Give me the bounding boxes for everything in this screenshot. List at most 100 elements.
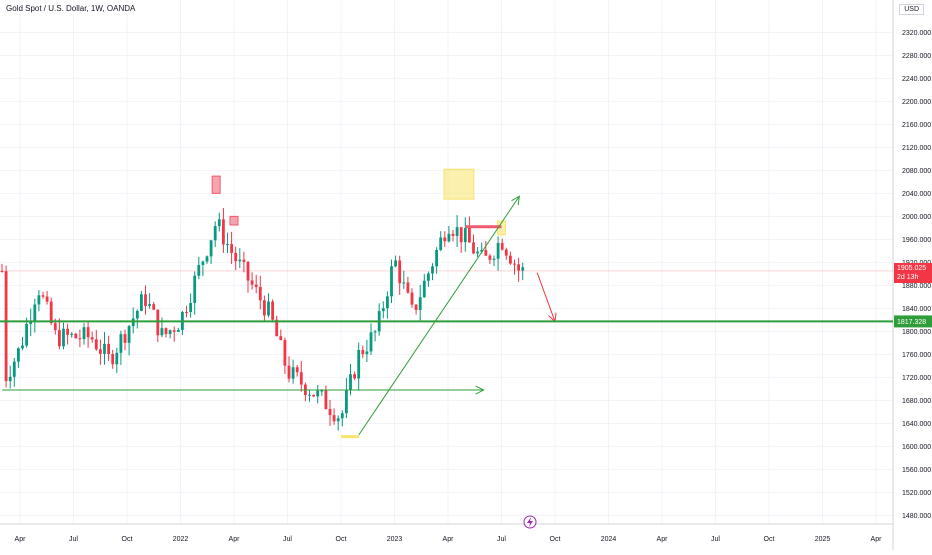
candle-body — [90, 337, 94, 340]
currency-button[interactable]: USD — [899, 4, 924, 15]
candle-body — [279, 336, 283, 340]
y-tick-label: 1520.000 — [902, 490, 931, 497]
candle-body — [205, 256, 209, 262]
candle-body — [53, 323, 57, 331]
candle-body — [402, 282, 406, 284]
candle-body — [521, 267, 525, 271]
candle-body — [299, 372, 303, 385]
candle-body — [66, 328, 69, 335]
candle-body — [33, 304, 37, 321]
candle-body — [45, 296, 49, 302]
candle-body — [111, 353, 115, 365]
y-tick-label: 1880.000 — [902, 283, 931, 290]
candle-body — [74, 333, 78, 339]
candle-body — [291, 367, 295, 379]
candle-body — [451, 233, 455, 236]
support-price-value: 1817.328 — [897, 319, 926, 326]
candle-body — [472, 242, 475, 254]
x-tick-label: 2025 — [815, 536, 831, 543]
candle-body — [443, 237, 447, 242]
candle-body — [17, 348, 20, 362]
y-tick-label: 2280.000 — [902, 53, 931, 60]
candles — [0, 207, 525, 431]
candle-body — [455, 227, 459, 236]
candle-body — [513, 263, 516, 265]
candle-body — [242, 259, 246, 262]
candle-body — [328, 409, 332, 416]
candle-body — [70, 333, 74, 335]
y-tick-label: 2000.000 — [902, 214, 931, 221]
candle-body — [156, 309, 160, 336]
candle-body — [496, 243, 500, 259]
last-price-value: 1905.025 — [897, 265, 926, 272]
candle-body — [336, 418, 340, 422]
x-tick-label: 2022 — [173, 536, 189, 543]
x-tick-label: Oct — [764, 536, 775, 543]
candle-body — [86, 327, 90, 338]
candle-body — [185, 311, 188, 313]
y-tick-label: 2160.000 — [902, 122, 931, 129]
candle-body — [283, 339, 287, 366]
y-tick-label: 1600.000 — [902, 444, 931, 451]
x-tick-label: Apr — [871, 536, 883, 543]
candle-body — [201, 261, 205, 265]
candle-body — [295, 367, 299, 373]
candle-body — [8, 376, 12, 382]
candle-body — [398, 260, 402, 284]
pink-zone-box — [211, 175, 221, 194]
candle-body — [226, 244, 229, 246]
y-tick-label: 2200.000 — [902, 99, 931, 106]
candle-body — [168, 330, 172, 335]
candle-body — [213, 226, 217, 241]
candle-body — [217, 219, 221, 227]
candle-body — [431, 266, 434, 274]
y-tick-label: 1680.000 — [902, 398, 931, 405]
y-tick-label: 1480.000 — [902, 513, 931, 520]
candle-body — [58, 330, 61, 347]
candle-body — [410, 292, 414, 305]
candle-body — [135, 310, 139, 319]
candle-body — [246, 261, 250, 281]
candle-body — [271, 301, 274, 320]
candle-body — [345, 390, 348, 414]
y-tick-label: 1800.000 — [902, 329, 931, 336]
candle-body — [115, 352, 119, 365]
candle-body — [164, 328, 168, 335]
candle-body — [476, 251, 479, 254]
candle-body — [459, 227, 463, 243]
lightning-icon-bolt — [527, 517, 533, 527]
candle-body — [172, 330, 176, 332]
candle-body — [509, 255, 512, 264]
candle-body — [119, 334, 123, 353]
candle-body — [230, 244, 233, 253]
candle-body — [361, 349, 365, 355]
candle-body — [176, 329, 180, 332]
y-tick-label: 2040.000 — [902, 191, 931, 198]
candle-body — [234, 252, 238, 262]
candle-body — [197, 264, 201, 276]
candle-body — [209, 240, 213, 257]
candle-body — [357, 349, 361, 379]
chart-title: Gold Spot / U.S. Dollar, 1W, OANDA — [6, 4, 136, 13]
candle-body — [25, 323, 28, 346]
candle-body — [500, 243, 504, 250]
candle-body — [193, 275, 197, 303]
x-tick-label: Oct — [550, 536, 561, 543]
candle-body — [140, 294, 143, 311]
candle-body — [439, 237, 443, 251]
candle-body — [484, 250, 488, 256]
x-tick-label: Oct — [336, 536, 347, 543]
x-tick-label: 2023 — [387, 536, 403, 543]
candle-body — [160, 328, 164, 336]
x-tick-label: Apr — [657, 536, 669, 543]
candle-body — [427, 273, 430, 281]
red-trend-arrow — [536, 272, 555, 322]
candle-body — [435, 250, 438, 267]
candle-body — [107, 343, 110, 354]
support-price-tag — [894, 315, 932, 328]
candle-body — [189, 302, 192, 312]
candle-body — [418, 297, 422, 311]
y-tick-label: 1560.000 — [902, 467, 931, 474]
